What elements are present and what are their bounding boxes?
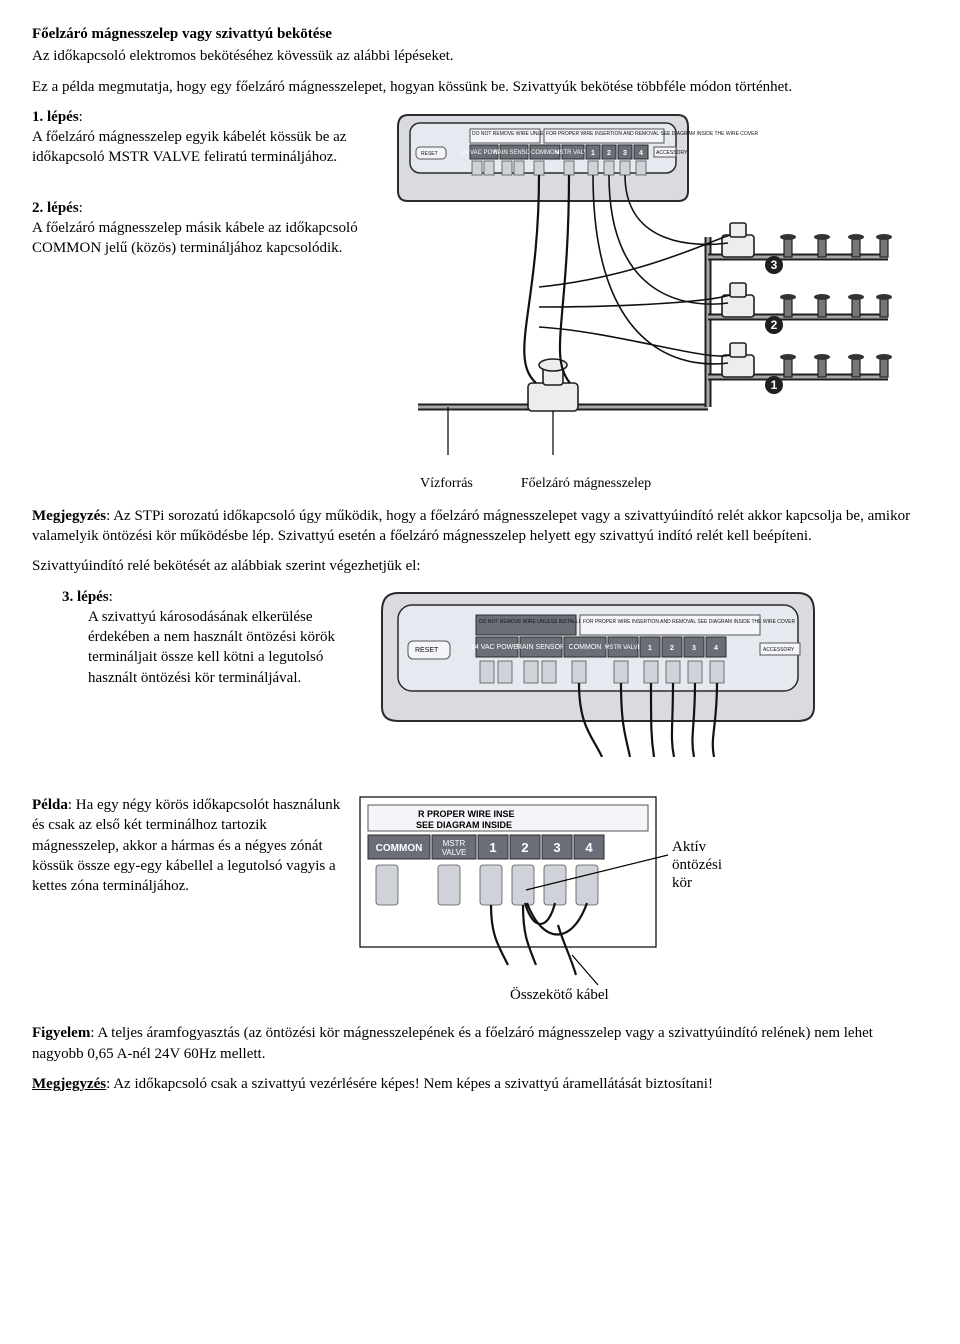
warning-label: Figyelem — [32, 1025, 90, 1041]
label-master-valve: Főelzáró mágnesszelep — [521, 475, 651, 494]
diagram-terminal-zoom: R PROPER WIRE INSE SEE DIAGRAM INSIDE CO… — [358, 795, 798, 1011]
reset2: RESET — [415, 647, 439, 654]
step-1-label: 1. lépés — [32, 109, 79, 125]
note-1-label: Megjegyzés — [32, 508, 106, 524]
intro-line-2: Ez a példa megmutatja, hogy egy főelzáró… — [32, 77, 928, 97]
instr2b: FOR PROPER WIRE INSERTION AND REMOVAL SE… — [583, 619, 795, 625]
intro-line-1: Az időkapcsoló elektromos bekötéséhez kö… — [32, 46, 928, 66]
diagram-wiring-full: RESET DO NOT REMOVE WIRE UNLESS INSTALLI… — [378, 107, 898, 494]
step-2-text: A főelzáró mágnesszelep másik kábele az … — [32, 220, 358, 256]
svg-text:3: 3 — [771, 258, 778, 272]
steps-1-2-row: 1. lépés: A főelzáró mágnesszelep egyik … — [32, 107, 928, 494]
step-3-label: 3. lépés — [62, 589, 109, 605]
t-z2: 2 — [607, 150, 611, 157]
t2-rain: RAIN SENSOR — [517, 644, 565, 651]
t-z4: 4 — [639, 150, 643, 157]
note-1-text: : Az STPi sorozatú időkapcsoló úgy működ… — [32, 508, 910, 544]
t2-acc: ACCESSORY — [763, 647, 795, 653]
t2-z2: 2 — [670, 645, 674, 652]
example-row: Példa: Ha egy négy körös időkapcsolót ha… — [32, 795, 928, 1011]
step-1-text: A főelzáró mágnesszelep egyik kábelét kö… — [32, 129, 346, 165]
t3-common: COMMON — [376, 843, 423, 854]
instr2a: FOR PROPER WIRE INSERTION AND REMOVAL SE… — [546, 131, 758, 137]
diagram-controller-closeup: RESET DO NOT REMOVE WIRE UNLESS INSTALLI… — [368, 587, 828, 763]
instr3b: SEE DIAGRAM INSIDE — [416, 820, 512, 830]
note-2-text: : Az időkapcsoló csak a szivattyú vezérl… — [106, 1076, 713, 1092]
svg-text:2: 2 — [771, 318, 778, 332]
example-label: Példa — [32, 797, 68, 813]
step-2-label: 2. lépés — [32, 200, 79, 216]
t3-z1: 1 — [489, 840, 496, 855]
t-z3: 3 — [623, 150, 627, 157]
t3-z4: 4 — [585, 840, 593, 855]
step-3-text: A szivattyú károsodásának elkerülése érd… — [88, 609, 335, 686]
label-aktiv-2: öntözési — [672, 857, 722, 873]
svg-text:1: 1 — [771, 378, 778, 392]
warning: Figyelem: A teljes áramfogyasztás (az ön… — [32, 1023, 928, 1064]
t2-common: COMMON — [569, 644, 602, 651]
note-1: Megjegyzés: Az STPi sorozatú időkapcsoló… — [32, 506, 928, 547]
label-aktiv-1: Aktív — [672, 839, 707, 855]
page-title: Főelzáró mágnesszelep vagy szivattyú bek… — [32, 24, 928, 44]
t3-z3: 3 — [553, 840, 560, 855]
label-water-source: Vízforrás — [420, 475, 473, 494]
step-3: ____3. lépés: A szivattyú károsodásának … — [88, 587, 352, 688]
t2-z3: 3 — [692, 645, 696, 652]
step-2: 2. lépés: A főelzáró mágnesszelep másik … — [32, 198, 362, 259]
zone-valve-2-icon — [722, 283, 754, 317]
t3-z2: 2 — [521, 840, 528, 855]
example: Példa: Ha egy négy körös időkapcsolót ha… — [32, 795, 342, 896]
t2-mstr: MSTR VALVE — [604, 645, 641, 651]
note-2-label: Megjegyzés — [32, 1076, 106, 1092]
step-1: 1. lépés: A főelzáró mágnesszelep egyik … — [32, 107, 362, 168]
t2-z1: 1 — [648, 645, 652, 652]
t-z1: 1 — [591, 150, 595, 157]
example-text: : Ha egy négy körös időkapcsolót használ… — [32, 797, 340, 894]
zone-valve-3-icon — [722, 223, 754, 257]
t3-mstr2: VALVE — [442, 848, 467, 857]
reset-label: RESET — [421, 151, 438, 157]
step-3-row: ____3. lépés: A szivattyú károsodásának … — [32, 587, 928, 763]
t2-z4: 4 — [714, 645, 718, 652]
zone-valve-1-icon — [722, 343, 754, 377]
note-2: Megjegyzés: Az időkapcsoló csak a szivat… — [32, 1074, 928, 1094]
t-acc: ACCESSORY — [656, 150, 688, 156]
t3-mstr: MSTR — [443, 839, 466, 848]
instr3a: R PROPER WIRE INSE — [418, 809, 515, 819]
master-valve-icon — [528, 359, 578, 411]
relay-intro: Szivattyúindító relé bekötését az alábbi… — [32, 556, 928, 576]
label-osszekoto: Összekötő kábel — [510, 986, 609, 1003]
label-aktiv-3: kör — [672, 875, 692, 891]
t-rain: RAIN SENSOR — [493, 150, 535, 156]
warning-text: : A teljes áramfogyasztás (az öntözési k… — [32, 1025, 873, 1061]
t2-power: 24 VAC POWER — [471, 644, 523, 651]
